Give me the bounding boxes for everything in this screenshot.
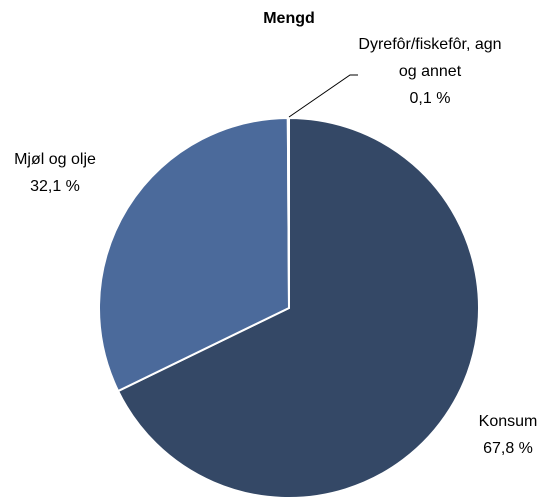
data-label: Konsum 67,8 % [448,408,545,462]
slice-name: Dyrefôr/fiskefôr, agn og annet [358,36,502,80]
pie-slice [286,116,290,309]
slice-name: Mjøl og olje [14,151,96,168]
pie-slice [98,116,291,393]
slice-value: 0,1 % [409,90,451,107]
leader-line [288,74,358,118]
slice-value: 67,8 % [483,440,533,457]
chart-title: Mengd [263,10,315,27]
slice-name: Konsum [478,413,538,430]
data-label: Mjøl og olje 32,1 % [0,146,115,200]
data-label: Dyrefôr/fiskefôr, agn og annet 0,1 % [350,31,510,112]
slice-value: 32,1 % [30,178,80,195]
pie-slice [116,116,480,499]
